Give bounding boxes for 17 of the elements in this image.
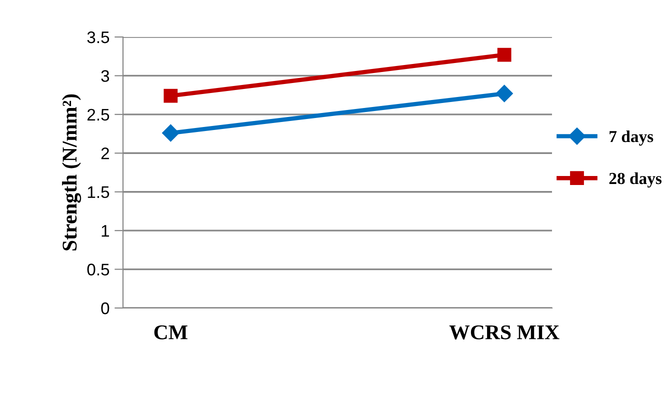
y-tick-label: 2.5 (87, 108, 110, 121)
legend-label: 28 days (609, 172, 662, 188)
y-tick-label: 2 (101, 148, 109, 160)
point (162, 124, 180, 142)
legend-label: 7 days (610, 130, 654, 146)
y-tick-label: 0.5 (87, 264, 110, 276)
x-tick-label: WCRS MIX (449, 325, 560, 340)
y-tick-label: 0 (101, 302, 110, 314)
x-tick-label: CM (154, 325, 188, 340)
y-tick-label: 3 (101, 70, 110, 82)
y-axis-title: Strength (N/mm²) (62, 94, 82, 250)
point (497, 48, 512, 62)
point (164, 88, 178, 103)
point (496, 84, 513, 102)
y-tick-label: 1.5 (88, 186, 110, 198)
y-tick-label: 3.5 (87, 31, 110, 44)
y-tick-label: 1 (102, 225, 109, 237)
